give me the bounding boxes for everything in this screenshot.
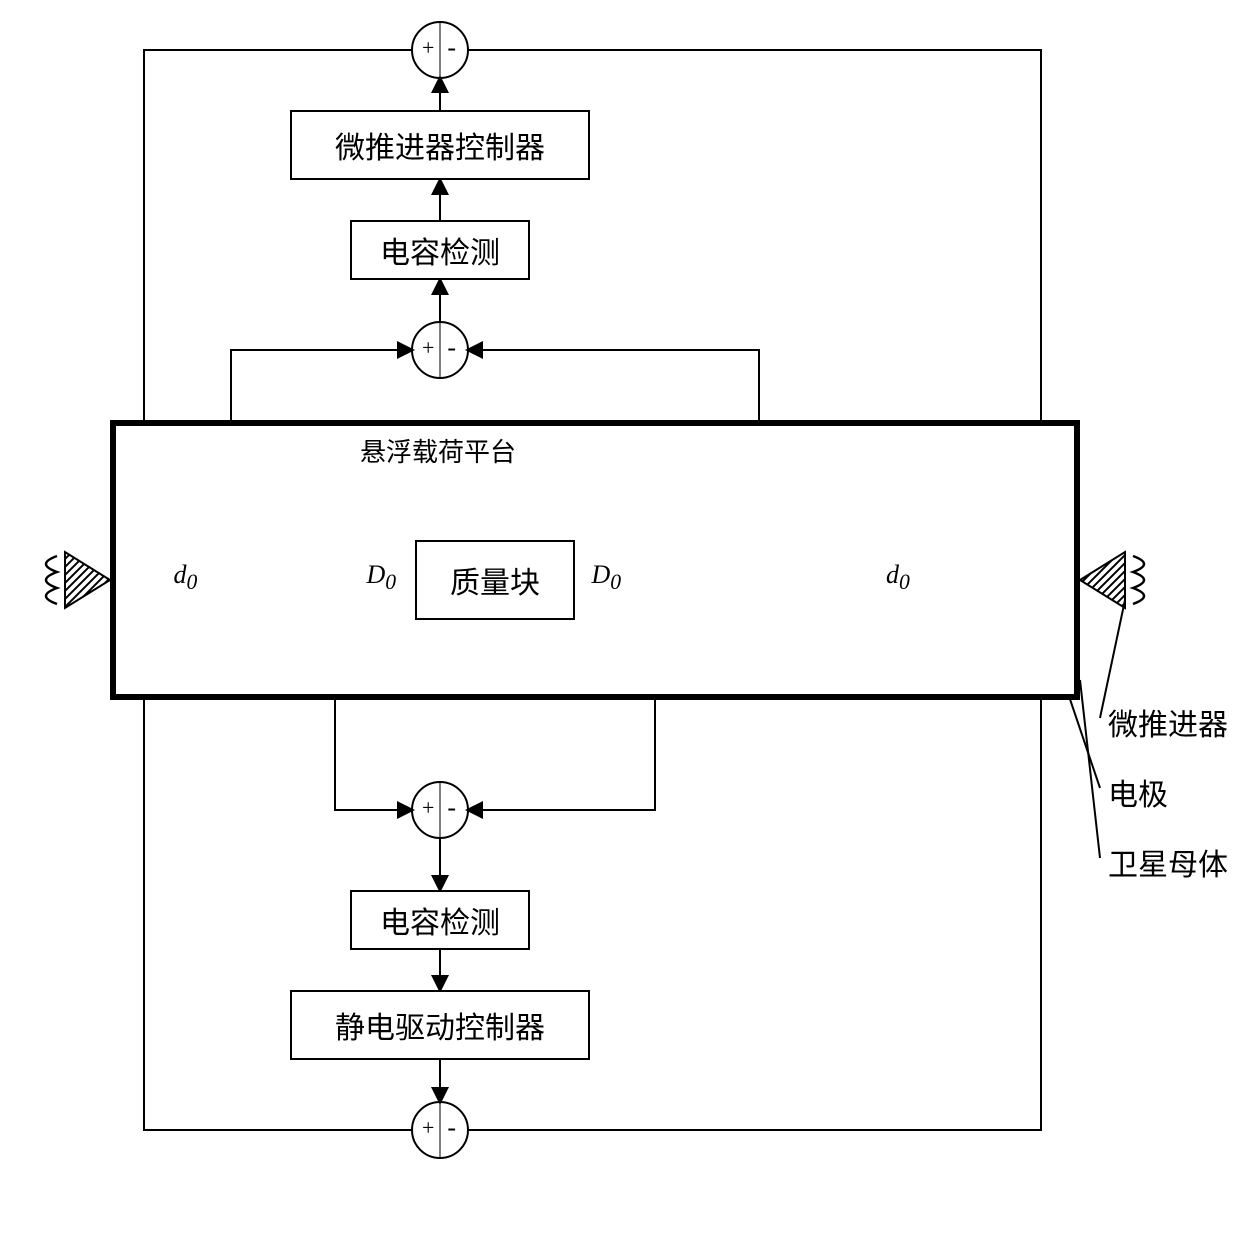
mass-block: 质量块	[415, 540, 575, 620]
capacitance-detection-bottom-box: 电容检测	[350, 890, 530, 950]
capacitance-detection-top-label: 电容检测	[380, 228, 500, 272]
mass-block-label: 质量块	[450, 558, 540, 602]
legend-electrode: 电极	[1108, 770, 1168, 814]
svg-text:-: -	[447, 793, 456, 822]
svg-text:-: -	[447, 1113, 456, 1142]
electrostatic-drive-controller-label: 静电驱动控制器	[335, 1003, 545, 1047]
suspended-platform-label: 悬浮载荷平台	[360, 432, 516, 469]
svg-text:-: -	[447, 333, 456, 362]
d0-right-label: d0	[886, 560, 910, 595]
svg-text:+: +	[422, 35, 434, 60]
legend-microthruster: 微推进器	[1108, 700, 1228, 744]
capacitance-detection-bottom-label: 电容检测	[380, 898, 500, 942]
legend-satellite-body: 卫星母体	[1108, 840, 1228, 884]
electrostatic-drive-controller-box: 静电驱动控制器	[290, 990, 590, 1060]
microthruster-controller-box: 微推进器控制器	[290, 110, 590, 180]
svg-text:+: +	[422, 335, 434, 360]
svg-text:+: +	[422, 1115, 434, 1140]
cap-d0-right-label: D0	[592, 560, 622, 595]
svg-text:-: -	[447, 33, 456, 62]
capacitance-detection-top-box: 电容检测	[350, 220, 530, 280]
d0-left-label: d0	[174, 560, 198, 595]
microthruster-controller-label: 微推进器控制器	[335, 123, 545, 167]
cap-d0-left-label: D0	[367, 560, 397, 595]
svg-text:+: +	[422, 795, 434, 820]
